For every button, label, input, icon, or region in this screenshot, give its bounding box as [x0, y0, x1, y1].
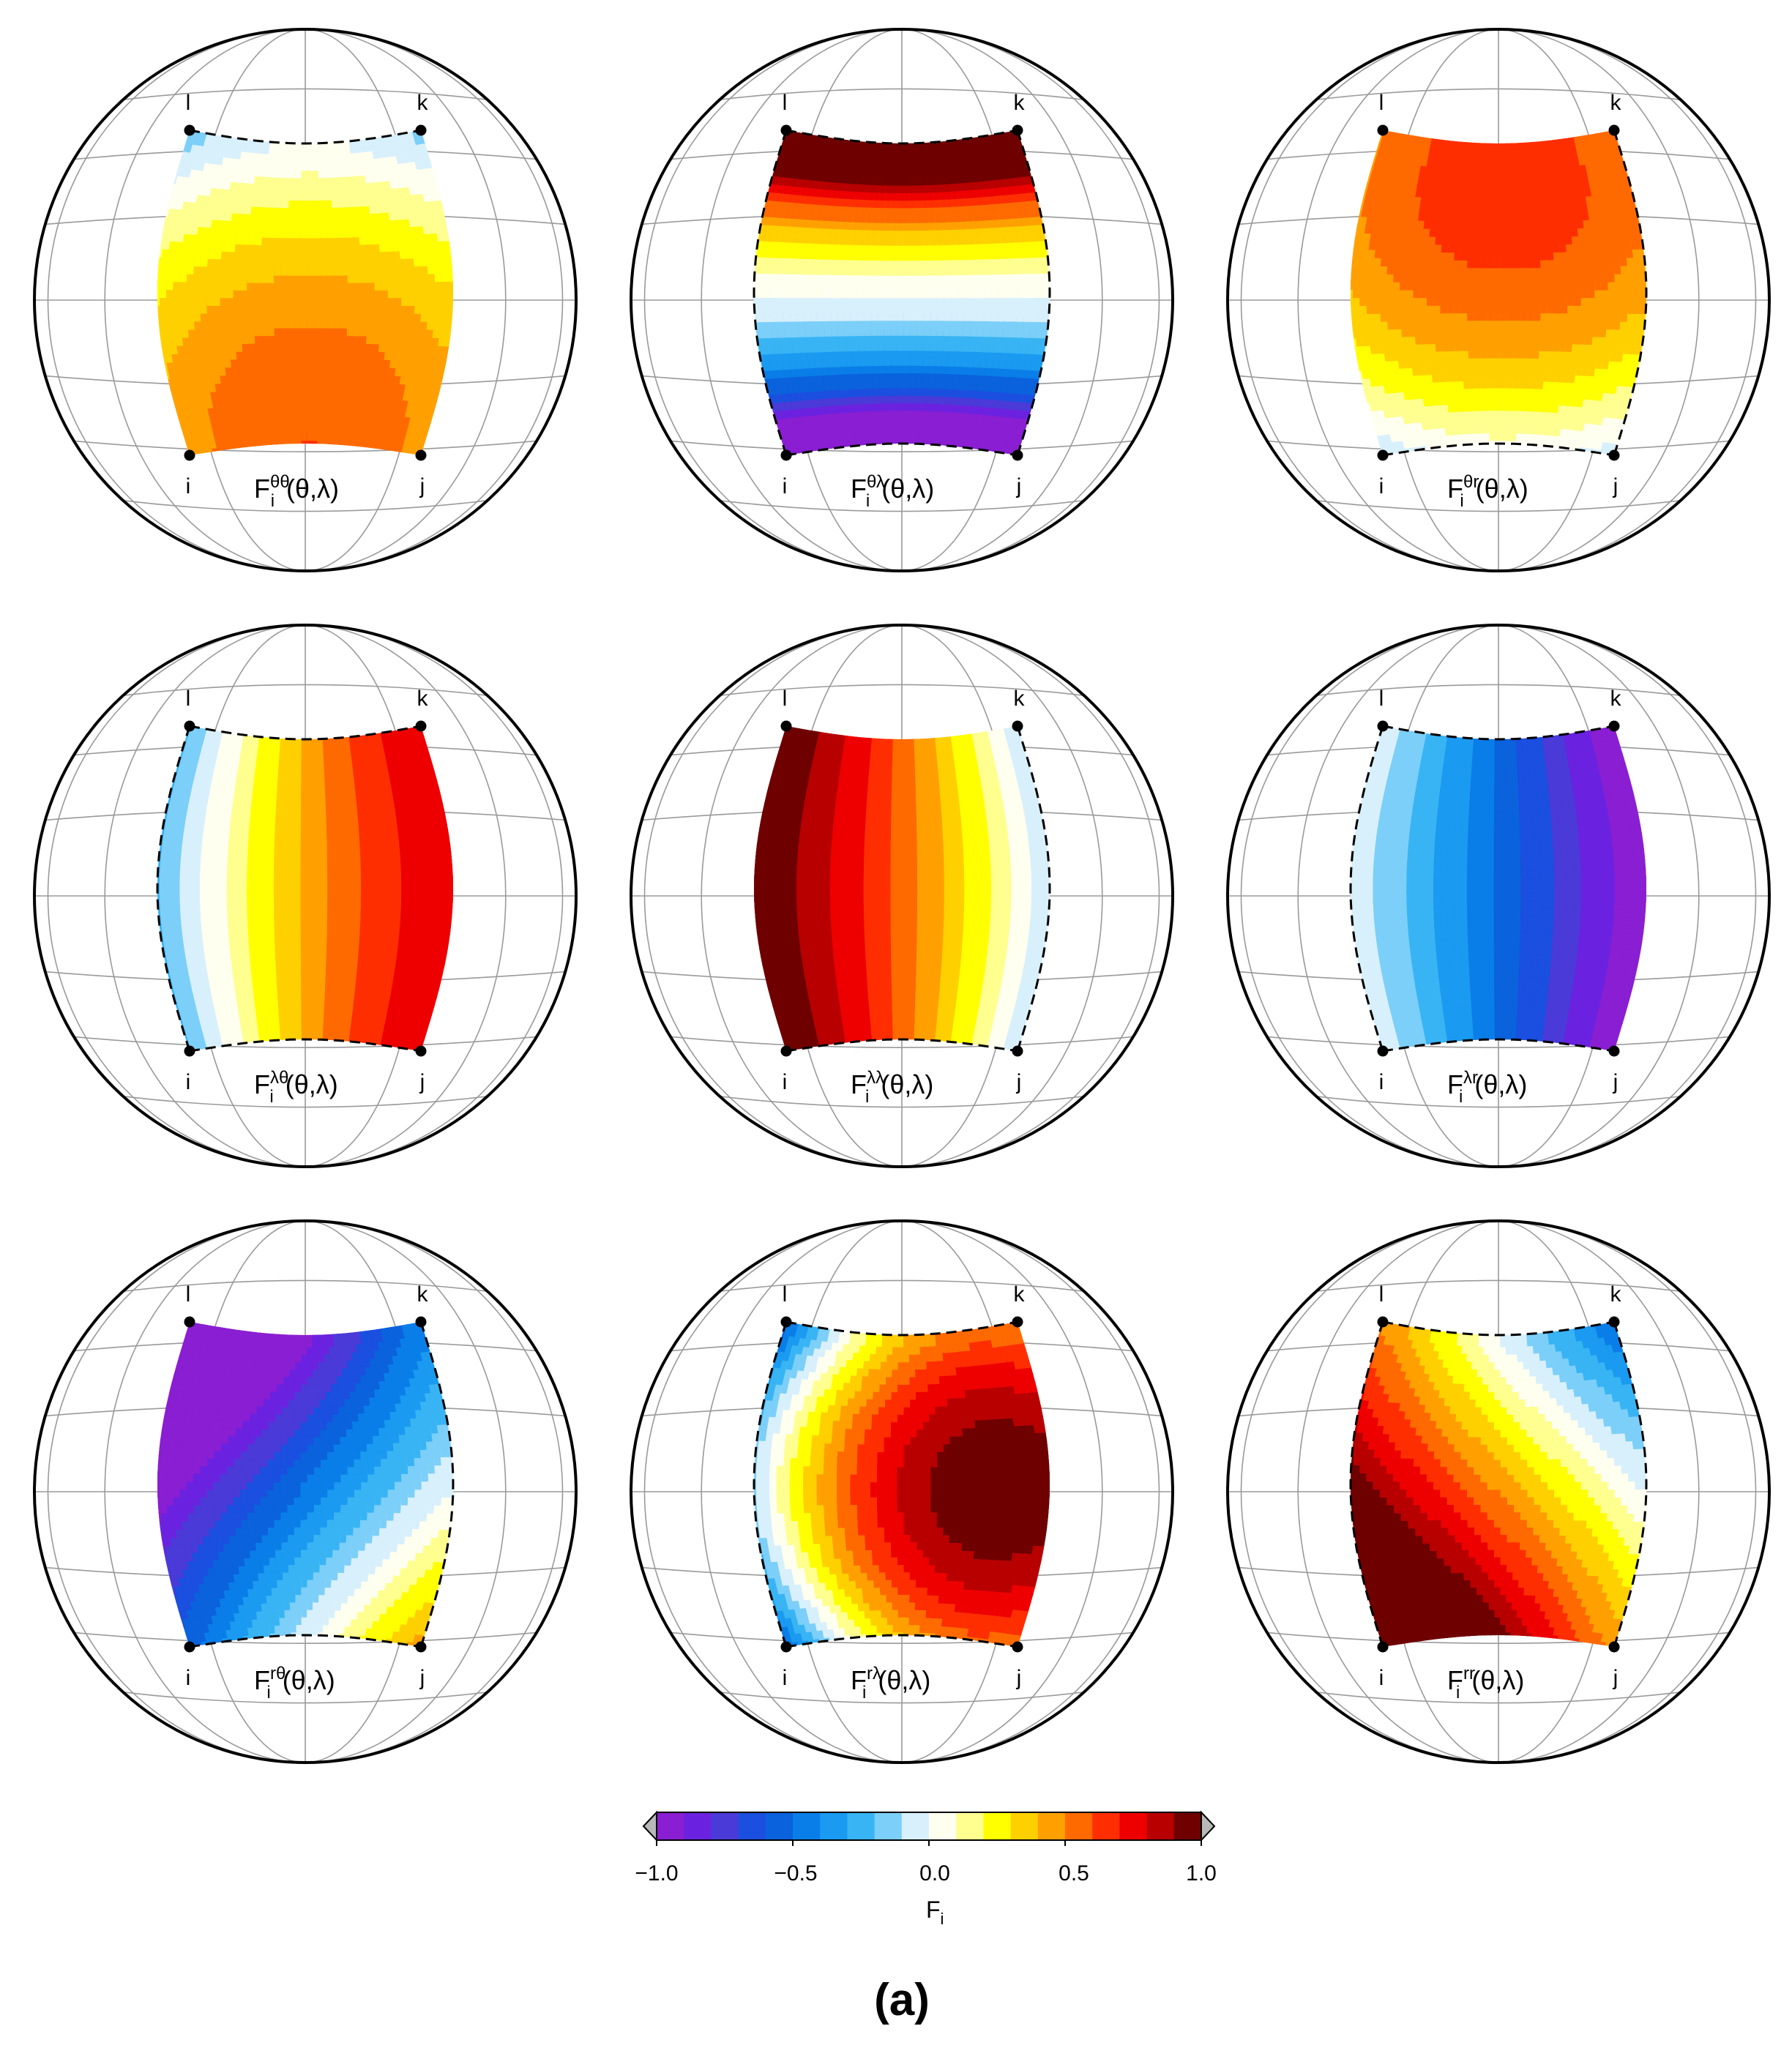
- corner-k-label: k: [417, 91, 429, 115]
- corner-j-label: j: [1016, 474, 1022, 498]
- corner-i-label: i: [186, 474, 191, 498]
- corner-i-node: [184, 449, 195, 461]
- field-theta-r: [1351, 130, 1646, 455]
- corner-l-node: [184, 124, 195, 136]
- corner-i-label: i: [783, 474, 788, 498]
- corner-i-node: [780, 449, 792, 461]
- corner-j-node: [1012, 449, 1023, 461]
- corner-k-node: [415, 124, 427, 136]
- corner-l-node: [780, 124, 792, 136]
- corner-j-label: j: [419, 474, 425, 498]
- field-theta-lambda: [754, 130, 1050, 455]
- field-theta-theta: [157, 130, 453, 455]
- corner-k-node: [1012, 124, 1023, 136]
- corner-l-label: l: [783, 91, 788, 115]
- corner-k-label: k: [1014, 91, 1026, 115]
- corner-l-label: l: [186, 91, 191, 115]
- corner-j-node: [415, 449, 427, 461]
